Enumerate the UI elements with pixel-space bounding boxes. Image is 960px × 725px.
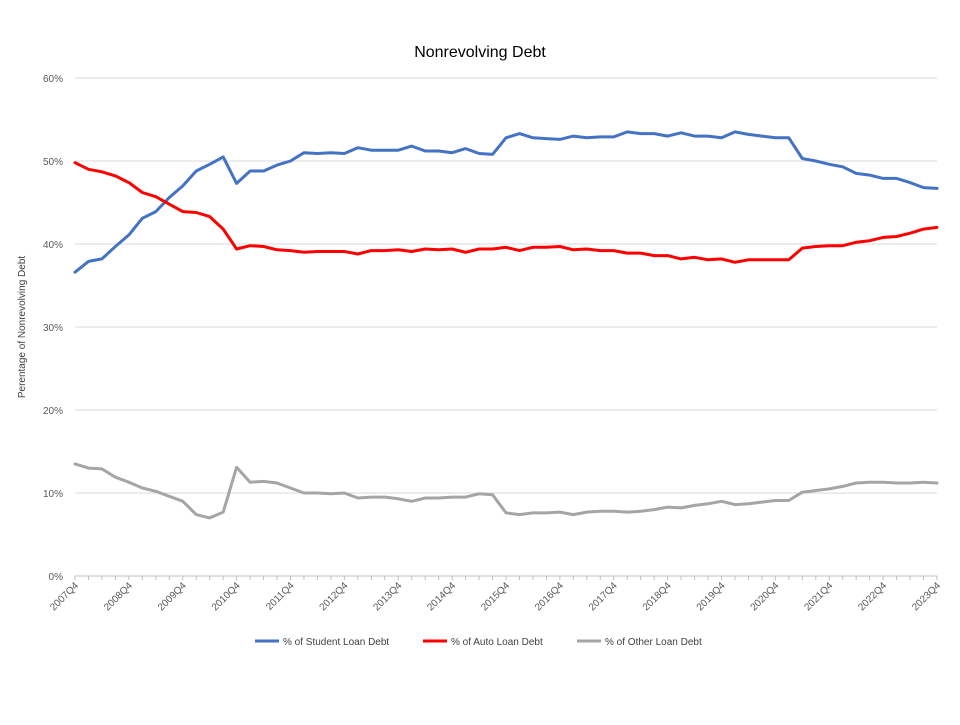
y-tick-label: 20%: [43, 406, 63, 417]
legend: % of Student Loan Debt % of Auto Loan Deb…: [255, 637, 702, 648]
legend-label: % of Auto Loan Debt: [451, 637, 543, 648]
x-tick-label: 2007Q4: [48, 580, 81, 613]
chart-title: Nonrevolving Debt: [414, 44, 546, 61]
series-line-0: [73, 130, 939, 274]
x-tick-label: 2009Q4: [156, 580, 189, 613]
series-line-2: [73, 462, 939, 520]
x-tick-label: 2011Q4: [264, 580, 297, 613]
legend-label: % of Other Loan Debt: [605, 637, 702, 648]
y-tick-label: 60%: [43, 74, 63, 85]
x-tick-label: 2022Q4: [856, 580, 889, 613]
x-tick-label: 2010Q4: [210, 580, 243, 613]
x-tick-label: 2020Q4: [749, 580, 782, 613]
gridlines: [75, 77, 937, 577]
legend-label: % of Student Loan Debt: [283, 637, 389, 648]
y-axis-ticks: 0% 10% 20% 30% 40% 50% 60%: [43, 74, 63, 583]
x-tick-label: 2014Q4: [425, 580, 458, 613]
x-tick-label: 2013Q4: [371, 580, 404, 613]
y-tick-label: 10%: [43, 489, 63, 500]
x-tick-label: 2012Q4: [318, 580, 351, 613]
x-tick-label: 2017Q4: [587, 580, 620, 613]
x-axis: 2007Q4 2008Q4 2009Q4 2010Q4 2011Q4 2012Q4 2013…: [48, 575, 943, 613]
x-tick-label: 2018Q4: [641, 580, 674, 613]
y-tick-label: 30%: [43, 323, 63, 334]
series-lines: [73, 130, 939, 520]
x-tick-label: 2019Q4: [695, 580, 728, 613]
x-tick-label: 2015Q4: [479, 580, 512, 613]
x-tick-label: 2008Q4: [102, 580, 135, 613]
y-tick-label: 40%: [43, 240, 63, 251]
series-line-1: [73, 161, 939, 264]
y-tick-label: 0%: [49, 572, 64, 583]
x-tick-label: 2023Q4: [910, 580, 943, 613]
y-tick-label: 50%: [43, 157, 63, 168]
x-tick-label: 2016Q4: [533, 580, 566, 613]
x-tick-label: 2021Q4: [802, 580, 835, 613]
y-axis-title: Perentage of Nonrevolving Debt: [17, 256, 28, 399]
